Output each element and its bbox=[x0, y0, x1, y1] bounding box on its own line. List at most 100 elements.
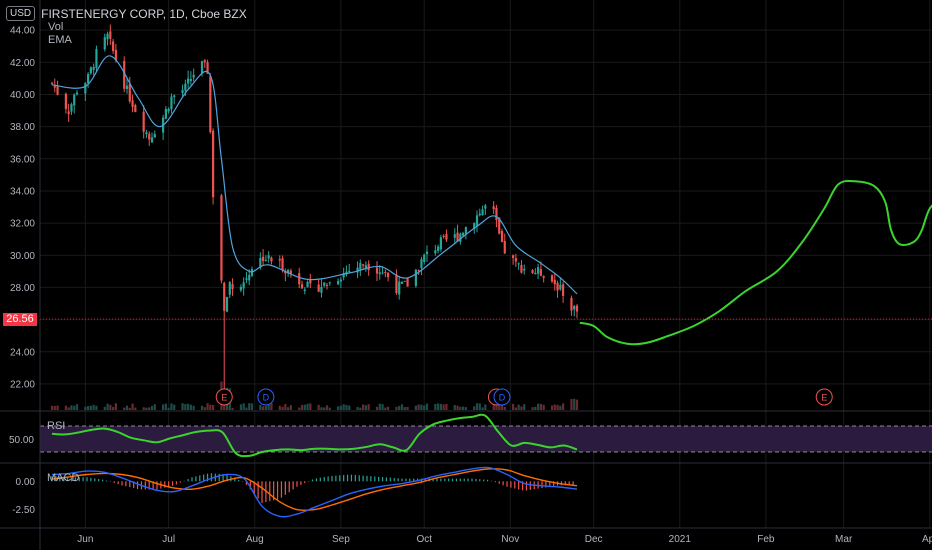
candle-body bbox=[553, 279, 556, 285]
macd-bar bbox=[405, 478, 407, 482]
macd-bar bbox=[113, 481, 115, 483]
volume-bar bbox=[239, 404, 242, 410]
candle-body bbox=[87, 74, 90, 84]
macd-bar bbox=[490, 480, 493, 482]
macd-bar bbox=[101, 479, 104, 482]
volume-bar bbox=[95, 405, 98, 410]
volume-bar bbox=[267, 404, 270, 410]
rsi-label[interactable]: RSI bbox=[47, 420, 66, 432]
macd-bar bbox=[339, 475, 341, 482]
candle-body bbox=[442, 235, 445, 237]
volume-bar bbox=[459, 406, 462, 410]
ema-label[interactable]: EMA bbox=[48, 34, 72, 46]
candle-body bbox=[445, 234, 448, 240]
candle-body bbox=[225, 296, 229, 312]
macd-bar bbox=[148, 481, 150, 490]
candle-body bbox=[128, 84, 131, 102]
macd-bar bbox=[273, 481, 275, 501]
candle-body bbox=[481, 209, 484, 216]
candle-body bbox=[503, 240, 506, 254]
volume-bar bbox=[514, 407, 517, 410]
volume-bar bbox=[212, 405, 215, 410]
macd-bar bbox=[331, 475, 333, 482]
event-marker bbox=[815, 388, 833, 406]
macd-bar bbox=[486, 479, 489, 482]
macd-bar bbox=[471, 478, 473, 482]
macd-bar bbox=[164, 481, 166, 488]
candle-body bbox=[153, 133, 156, 138]
candle-body bbox=[106, 33, 109, 40]
candle-body bbox=[123, 61, 126, 89]
macd-bar bbox=[249, 481, 251, 490]
candle-body bbox=[439, 237, 442, 250]
volume-bar bbox=[423, 405, 426, 410]
volume-bar bbox=[456, 405, 459, 410]
volume-bar bbox=[495, 404, 498, 410]
macd-bar bbox=[241, 481, 244, 482]
chart-header: USD FIRSTENERGY CORP, 1D, Cboe BZX Vol E… bbox=[6, 6, 247, 47]
macd-bar bbox=[553, 481, 555, 487]
volume-bar bbox=[345, 404, 348, 410]
candle-body bbox=[92, 66, 95, 70]
volume-bar bbox=[464, 407, 467, 410]
volume-bar bbox=[445, 403, 448, 410]
candle-body bbox=[473, 223, 476, 230]
volume-bar bbox=[395, 406, 398, 410]
symbol-title[interactable]: FIRSTENERGY CORP, 1D, Cboe BZX bbox=[41, 6, 247, 21]
macd-bar bbox=[381, 477, 384, 482]
volume-bar bbox=[264, 406, 267, 410]
macd-bar bbox=[370, 476, 372, 482]
macd-bar bbox=[82, 477, 84, 482]
candle-body bbox=[103, 37, 106, 50]
macd-bar bbox=[475, 478, 477, 482]
event-marker bbox=[493, 388, 511, 406]
candle-body bbox=[339, 279, 342, 282]
macd-bar bbox=[109, 481, 111, 482]
macd-bar bbox=[541, 481, 543, 489]
macd-bar bbox=[440, 478, 442, 482]
candle-body bbox=[287, 269, 290, 274]
candle-body bbox=[89, 67, 92, 74]
event-marker bbox=[257, 388, 275, 406]
candle-body bbox=[131, 100, 134, 107]
candle-body bbox=[570, 297, 573, 311]
time-tick: Dec bbox=[585, 534, 603, 545]
candle-body bbox=[453, 234, 456, 238]
event-marker bbox=[215, 388, 233, 406]
candle-body bbox=[478, 213, 481, 216]
macd-bar bbox=[424, 478, 426, 482]
volume-bar bbox=[134, 407, 137, 410]
time-tick: Mar bbox=[835, 534, 853, 545]
candle-body bbox=[248, 275, 251, 281]
candle-body bbox=[498, 217, 501, 234]
volume-bar bbox=[73, 405, 76, 410]
event-markers[interactable]: EDEDE bbox=[215, 388, 833, 406]
candle-body bbox=[400, 281, 404, 284]
volume-bar bbox=[231, 407, 234, 410]
volume-bar bbox=[209, 404, 212, 410]
macd-bar bbox=[63, 476, 65, 482]
volume-bar bbox=[359, 407, 362, 410]
macd-label[interactable]: MACD bbox=[47, 472, 80, 484]
macd-bar bbox=[269, 481, 271, 502]
volume-label[interactable]: Vol bbox=[48, 21, 64, 33]
volume-bar bbox=[92, 404, 95, 410]
volume-bar bbox=[498, 404, 501, 410]
volume-bar bbox=[425, 403, 429, 410]
volume-bar bbox=[145, 407, 148, 410]
macd-bar bbox=[545, 481, 547, 488]
candle-body bbox=[384, 272, 387, 274]
volume-bar bbox=[67, 407, 70, 410]
volume-bar bbox=[192, 405, 195, 410]
currency-button[interactable]: USD bbox=[6, 6, 36, 21]
macd-bar bbox=[78, 477, 80, 482]
volume-bar bbox=[375, 406, 379, 410]
price-tick: 34.00 bbox=[10, 186, 35, 197]
candle-body bbox=[245, 278, 248, 280]
macd-bar bbox=[117, 481, 119, 485]
volume-bar bbox=[64, 405, 67, 410]
volume-bar bbox=[500, 404, 504, 410]
volume-bar bbox=[356, 406, 359, 410]
volume-bar bbox=[473, 406, 476, 410]
